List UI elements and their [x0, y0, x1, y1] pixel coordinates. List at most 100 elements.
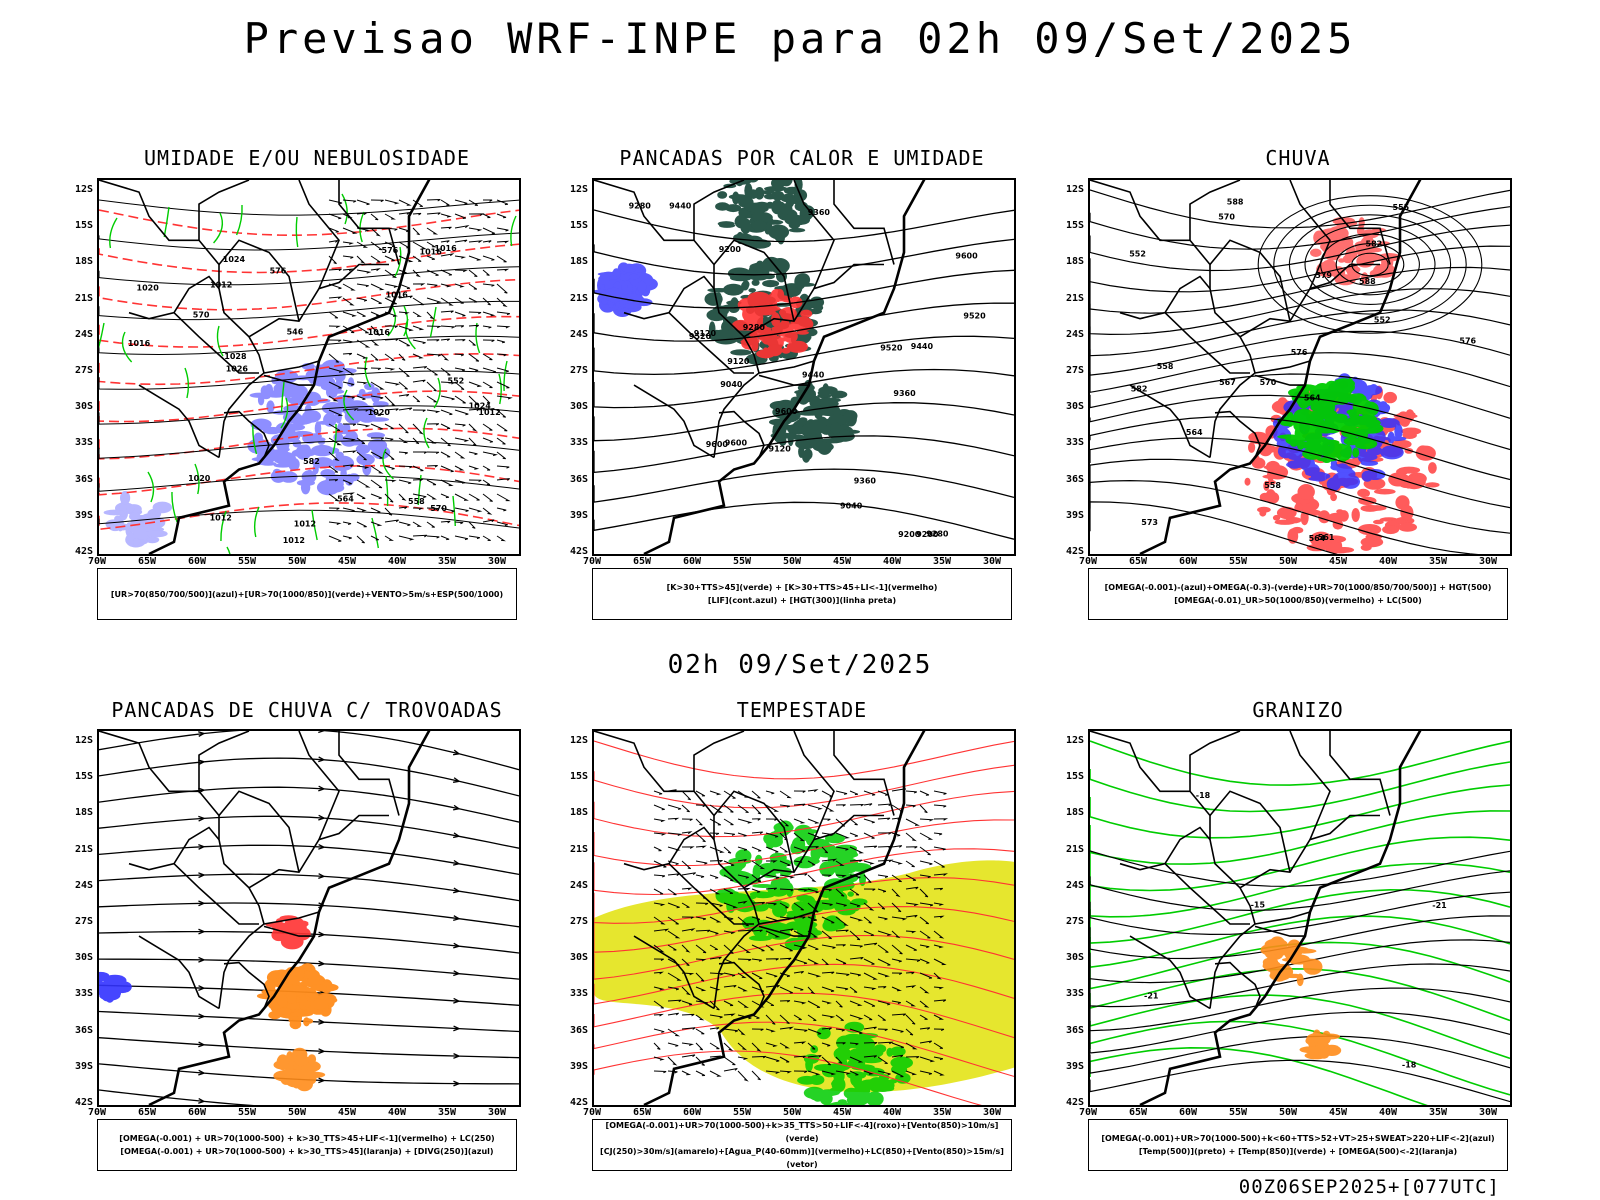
wind-vector [765, 944, 774, 951]
wind-vector [807, 1000, 821, 1008]
wind-vector [426, 535, 440, 539]
wind-vector [454, 507, 469, 512]
contour-line [594, 435, 1014, 474]
wind-vector [877, 803, 892, 807]
lat-tick-label: 27S [74, 365, 93, 377]
wind-vector [482, 325, 492, 329]
contour-label: 1026 [226, 365, 249, 374]
contour-line [1090, 266, 1510, 314]
wind-vector [426, 241, 437, 248]
wind-vector [667, 999, 682, 1003]
wind-vector [426, 521, 435, 528]
wind-vector [370, 507, 381, 513]
wind-vector [496, 521, 508, 526]
lon-tick-label: 40W [1378, 1107, 1398, 1118]
wind-vector [496, 409, 507, 418]
contour-line [1090, 862, 1510, 918]
wind-vector [454, 213, 466, 219]
wind-vector [468, 269, 478, 277]
wind-vector [384, 338, 399, 342]
wind-vector [863, 1055, 877, 1058]
streamline-arrow [318, 1077, 325, 1084]
wind-vector [482, 269, 490, 276]
wind-vector [793, 958, 808, 965]
lat-tick-label: 18S [1065, 256, 1084, 268]
wind-vector [905, 886, 919, 890]
contour-line [1090, 1046, 1428, 1105]
wind-vector [695, 972, 705, 982]
wind-vector [919, 902, 934, 907]
panel-title: CHUVA [1265, 146, 1331, 170]
wind-vector [496, 325, 511, 329]
wind-vector [891, 888, 901, 898]
contour-line [1090, 915, 1510, 969]
lat-tick-label: 12S [1065, 735, 1084, 747]
contour-label: 552 [448, 377, 465, 386]
wind-vector [723, 1068, 738, 1072]
lat-tick-label: 18S [569, 807, 588, 819]
panel-title: TEMPESTADE [736, 698, 868, 722]
wind-vector [765, 1042, 778, 1047]
wind-vector [835, 958, 847, 965]
streamline [99, 873, 519, 902]
border-line [1209, 239, 1291, 322]
wind-vector [863, 790, 876, 796]
green-contour [332, 423, 337, 455]
contour-label: 9600 [725, 439, 748, 448]
border-line [623, 275, 715, 320]
wind-vector [426, 423, 440, 426]
wind-vector [723, 1013, 736, 1017]
wind-vector [863, 902, 875, 911]
wind-vector [328, 240, 339, 243]
lat-tick-label: 42S [569, 546, 588, 557]
lon-tick-label: 60W [1178, 1107, 1198, 1118]
wind-vector [821, 804, 835, 812]
wind-vector [891, 902, 902, 913]
wind-vector [863, 1014, 873, 1021]
border-line [758, 925, 809, 937]
border-line [633, 384, 715, 459]
wind-vector [440, 338, 450, 342]
wind-vector [709, 846, 725, 853]
wind-vector [328, 339, 342, 343]
wind-vector [919, 1014, 928, 1020]
wind-vector [398, 295, 413, 299]
wind-vector [440, 437, 451, 447]
wind-vector [356, 479, 371, 488]
wind-vector [933, 1042, 944, 1049]
contour-label: 588 [1359, 277, 1376, 286]
wind-vector [751, 929, 763, 933]
lon-tick-label: 45W [1328, 556, 1348, 567]
wind-vector [328, 268, 342, 272]
wind-vector [653, 888, 664, 895]
wind-vector [482, 479, 491, 486]
wind-vector [342, 199, 357, 203]
lat-tick-label: 12S [74, 184, 93, 196]
wind-vector [877, 874, 889, 878]
green-contour [184, 367, 190, 399]
wind-vector [440, 353, 450, 361]
wind-vector [933, 1070, 945, 1076]
wind-vector [835, 804, 846, 807]
contour-line [99, 502, 519, 531]
border-line [713, 790, 795, 873]
wind-vector [384, 423, 394, 430]
wind-vector [328, 381, 342, 389]
wind-vector [919, 958, 930, 964]
lon-tick-label: 30W [487, 1107, 507, 1118]
green-contour [429, 306, 437, 338]
border-line [1214, 410, 1261, 458]
contour-line [99, 474, 519, 492]
wind-vector [384, 213, 396, 220]
border-line [594, 731, 760, 1009]
wind-vector [370, 395, 384, 400]
map-boundaries [99, 180, 431, 554]
streamline-arrow [198, 731, 205, 737]
wind-vector [482, 437, 493, 443]
wind-vector [370, 311, 382, 317]
wind-vector [695, 916, 707, 921]
contour-line [1090, 1020, 1510, 1096]
wind-vector [426, 339, 440, 342]
contour-line [594, 764, 1014, 809]
contour-label: 9520 [689, 332, 712, 341]
